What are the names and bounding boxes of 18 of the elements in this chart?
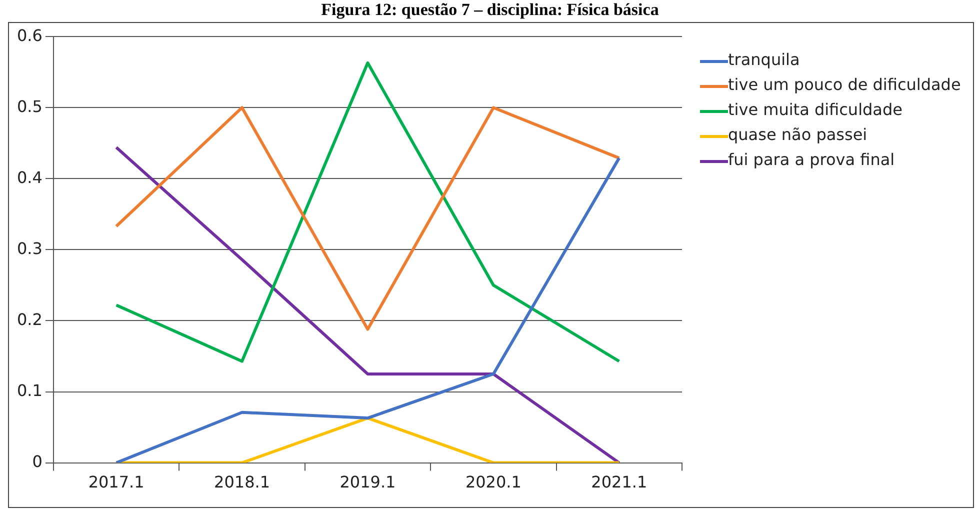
y-tick-label: 0.2: [16, 310, 42, 329]
legend-label: fui para a prova final: [728, 150, 895, 169]
x-tick-label: 2021.1: [591, 472, 648, 492]
y-tick-label: 0.1: [16, 380, 42, 400]
x-tick-label: 2020.1: [465, 472, 522, 492]
y-tick-label: 0.4: [16, 168, 42, 187]
y-tick-label: 0.6: [16, 26, 42, 45]
y-tick-label: 0.5: [16, 96, 42, 116]
x-tick-label: 2019.1: [340, 472, 396, 492]
legend-label: tive muita dificuldade: [728, 100, 902, 119]
x-tick-label: 2018.1: [214, 472, 270, 492]
legend-label: tranquila: [728, 50, 800, 69]
chart-title: Figura 12: questão 7 – disciplina: Física básica: [320, 0, 660, 21]
legend-label: quase não passei: [728, 125, 868, 144]
x-tick-label: 2017.1: [88, 472, 144, 492]
legend-label: tive um pouco de dificuldade: [728, 75, 961, 94]
y-tick-label: 0.3: [16, 238, 42, 258]
y-tick-label: 0: [32, 452, 42, 471]
